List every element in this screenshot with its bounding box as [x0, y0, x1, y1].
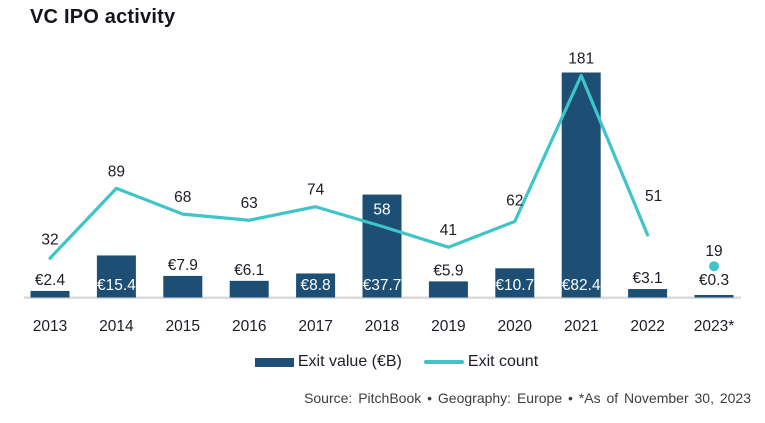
bar-2015	[163, 275, 203, 298]
count-label-2023: 19	[705, 243, 722, 260]
year-label-2023: 2023*	[694, 318, 735, 335]
value-label-2018: €37.7	[363, 277, 402, 294]
count-label-2015: 68	[174, 189, 191, 206]
legend-item-exit-value: Exit value (€B)	[254, 353, 402, 371]
year-label-2018: 2018	[365, 318, 399, 335]
value-label-2014: €15.4	[97, 277, 136, 294]
page-title: VC IPO activity	[30, 6, 176, 28]
count-label-2019: 41	[440, 222, 457, 239]
count-label-2017: 74	[307, 182, 325, 199]
exit-value-swatch-icon	[254, 357, 294, 367]
year-label-2017: 2017	[298, 318, 332, 335]
legend-label-exit-value: Exit value (€B)	[297, 353, 402, 370]
year-label-2013: 2013	[33, 318, 67, 335]
bar-2014	[96, 255, 136, 298]
x-axis-line	[24, 296, 741, 299]
bar-2013	[30, 290, 70, 298]
count-label-2020: 62	[506, 192, 523, 209]
value-label-2020: €10.7	[495, 277, 534, 294]
value-label-2017: €8.8	[301, 277, 331, 294]
value-label-2015: €7.9	[168, 257, 198, 274]
value-label-2013: €2.4	[35, 272, 66, 289]
exit-count-point-2023	[709, 261, 719, 272]
source-attribution: Source: PitchBook • Geography: Europe • …	[304, 390, 751, 406]
count-label-2021: 181	[568, 51, 594, 68]
value-label-2016: €6.1	[234, 262, 264, 279]
year-label-2014: 2014	[99, 318, 134, 335]
year-label-2016: 2016	[232, 318, 266, 335]
count-label-2014: 89	[108, 163, 125, 180]
year-label-2019: 2019	[431, 318, 465, 335]
exit-count-swatch-icon	[423, 360, 464, 364]
count-label-2016: 63	[241, 195, 258, 212]
bar-2016	[229, 280, 269, 298]
year-label-2022: 2022	[630, 318, 664, 335]
count-label-2022: 51	[645, 188, 662, 205]
legend-item-exit-count: Exit count	[423, 353, 539, 371]
combo-chart: €2.4 €15.4 €7.9 €6.1 €8.8 €37.7 €5.9 €10.7 €82.4…	[24, 51, 741, 335]
bar-2020	[495, 268, 535, 298]
bar-2017	[296, 273, 336, 298]
count-label-2013: 32	[41, 231, 58, 248]
exit-count-line	[48, 73, 650, 260]
count-label-2018: 58	[373, 201, 390, 218]
value-label-2021: €82.4	[562, 277, 601, 294]
bar-2022	[628, 289, 668, 298]
legend-label-exit-count: Exit count	[467, 353, 539, 370]
chart-legend: Exit value (€B) Exit count	[0, 351, 765, 373]
value-label-2023: €0.3	[699, 272, 729, 289]
year-label-2021: 2021	[564, 318, 598, 335]
year-label-2020: 2020	[498, 318, 533, 335]
value-label-2022: €3.1	[633, 270, 663, 287]
bar-2018	[362, 194, 402, 298]
value-label-2019: €5.9	[433, 262, 463, 279]
bar-2019	[428, 281, 468, 298]
year-label-2015: 2015	[166, 318, 200, 335]
bar-2023	[694, 295, 734, 298]
